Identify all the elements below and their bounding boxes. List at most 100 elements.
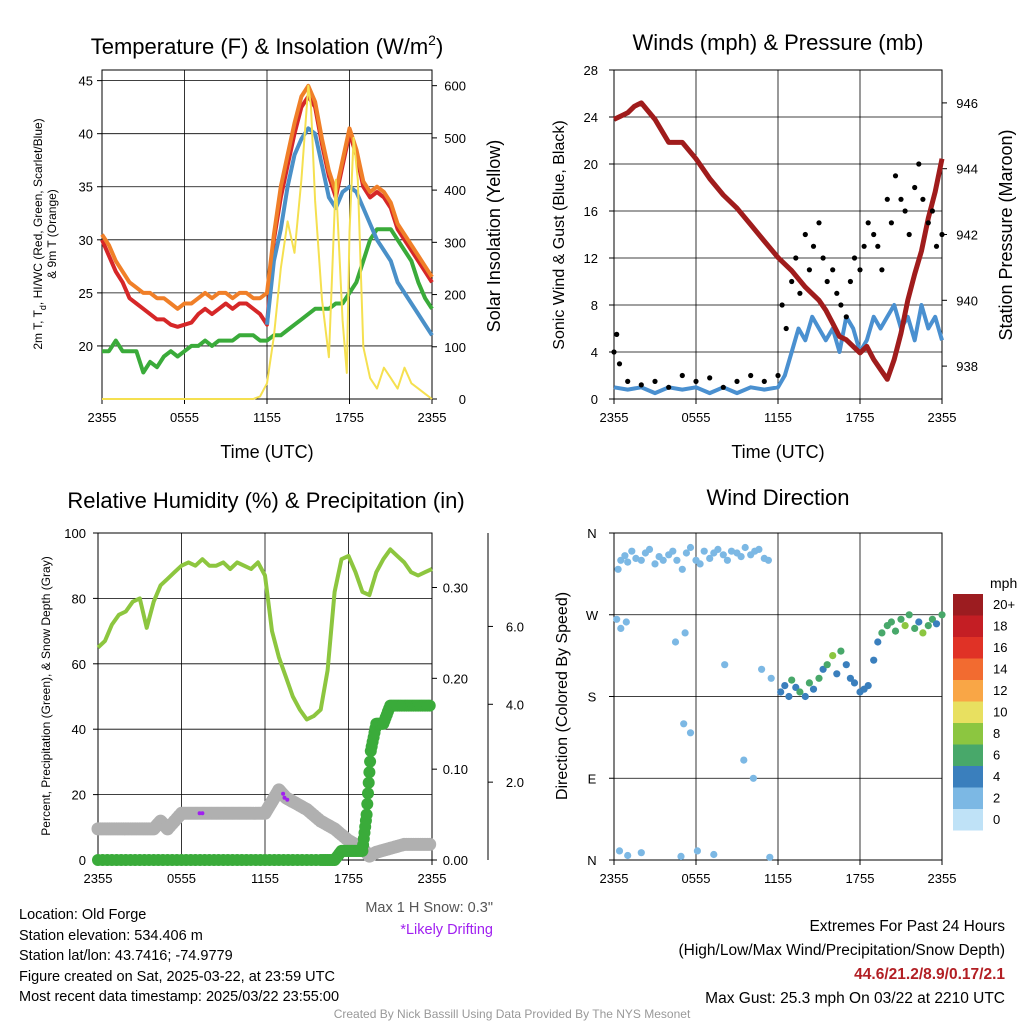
wind-axes: 2355 0555 1155 1755 235504812162024289389409… [584,63,978,425]
wind-gust-point [820,255,826,261]
wind-gust-point [793,255,799,261]
temp-x-label: Time (UTC) [220,442,313,462]
dir-y-tick-label: E [588,771,597,786]
dir-point [781,682,789,690]
max-gust: Max Gust: 25.3 mph On 03/22 at 2210 UTC [705,990,1005,1007]
temp-y2-tick-label: 400 [444,183,466,198]
wind-y-tick-label: 24 [584,110,598,125]
wind-gust-point [843,314,849,320]
wind-gust-point [861,243,867,249]
dir-point [621,552,629,560]
wind-y-tick-label: 16 [584,204,598,219]
wind-gust-point [652,378,658,384]
rh-x-tick-label: 0555 [167,871,196,886]
wind-x-tick-label: 2355 [600,410,629,425]
wind-gust-point [871,231,877,238]
wind-gust-point [824,278,830,285]
dir-point [758,665,766,673]
rh-drifting-point [281,791,286,796]
dir-legend-swatch [953,744,983,766]
dir-x-tick-label: 1755 [846,871,875,886]
rh-precip-point [360,808,373,821]
wind-gust-point [693,378,699,384]
dir-point [613,615,621,623]
wind-y-tick-label: 4 [591,345,598,360]
dir-point [897,615,905,623]
dir-point [878,629,886,637]
temp-x-tick-label: 0555 [170,410,199,425]
temp-panel-title: Temperature (F) & Insolation (W/m2) [91,32,444,59]
max-hourly-snow: Max 1 H Snow: 0.3" [365,900,493,916]
rh-drifting-point [197,811,202,816]
dir-point [624,558,632,566]
wind-gust-point [925,220,931,226]
wind-gust-point [847,278,854,285]
figure-created: Figure created on Sat, 2025-03-22, at 23… [19,968,335,985]
temp-y-tick-label: 20 [79,339,93,354]
wind-gust-point [851,255,858,261]
wind-gust-point [616,361,623,367]
wind-y2-tick-label: 944 [956,162,978,177]
rh-y-tick-label: 0 [79,853,86,868]
dir-point [686,729,695,737]
wind-y-label: Sonic Wind & Gust (Blue, Black) [551,120,568,349]
wind-gust-point [734,378,740,384]
wind-y-tick-label: 0 [591,392,598,407]
dir-point [870,656,878,664]
wind-gust-point [748,372,754,379]
rh-y-tick-label: 100 [64,526,86,541]
dir-point [766,853,774,861]
dir-legend-label: 6 [993,748,1000,763]
dir-point [680,720,688,728]
dir-legend-swatch [953,680,983,702]
dir-y-tick-label: N [587,853,596,868]
wind-y2-tick-label: 940 [956,293,978,308]
dir-speed-legend: 20+ 18 16 14 12 10 8 6 4 2 0 [953,594,1015,831]
dir-legend-label: 4 [993,769,1000,784]
dir-point [796,688,804,696]
rh-snow-depth-point [423,837,437,851]
wind-x-label: Time (UTC) [731,442,824,462]
dir-point [651,560,659,568]
station-info: Location: Old Forge Station elevation: 5… [19,905,339,1008]
dir-point [905,611,913,619]
credit-line: Created By Nick Bassill Using Data Provi… [333,1007,691,1021]
dir-point [669,547,677,555]
dir-point [693,847,702,855]
dir-point [622,618,630,626]
wind-gust-point [666,384,672,390]
temp-y2-tick-label: 200 [444,288,466,303]
wind-gust-point [816,220,822,226]
rh-y3-tick-label: 2.0 [506,775,524,790]
dir-point [864,682,872,690]
dir-point [700,547,708,555]
dir-point [749,774,758,782]
dir-point [850,679,859,687]
dir-point [924,622,932,630]
recent-data-timestamp: Most recent data timestamp: 2025/03/22 2… [19,989,340,1005]
wind-x-tick-label: 0555 [682,410,711,425]
rh-y-tick-label: 40 [72,722,86,737]
wind-gust-point [888,220,895,226]
wind-y2-tick-label: 938 [956,359,978,374]
dir-point [696,560,704,568]
wind-x-tick-label: 1155 [764,410,792,425]
dir-point [837,647,845,655]
dir-x-tick-label: 1155 [764,871,792,886]
dir-point [719,551,727,559]
wind-gust-point [638,382,644,388]
dir-point [891,627,900,635]
dir-point [741,543,749,552]
wind-x-tick-label: 1755 [846,410,875,425]
dir-point [764,556,773,564]
dir-point [671,638,680,646]
rh-y-tick-label: 80 [72,591,86,606]
wind-y-tick-label: 8 [591,298,598,313]
rh-series-rh [96,547,433,722]
dir-point [911,624,919,633]
wind-gust-point [614,331,620,337]
dir-point [723,556,732,564]
dir-point [815,674,823,682]
wind-y2-tick-label: 942 [956,228,978,243]
rh-x-tick-label: 2355 [418,871,447,886]
